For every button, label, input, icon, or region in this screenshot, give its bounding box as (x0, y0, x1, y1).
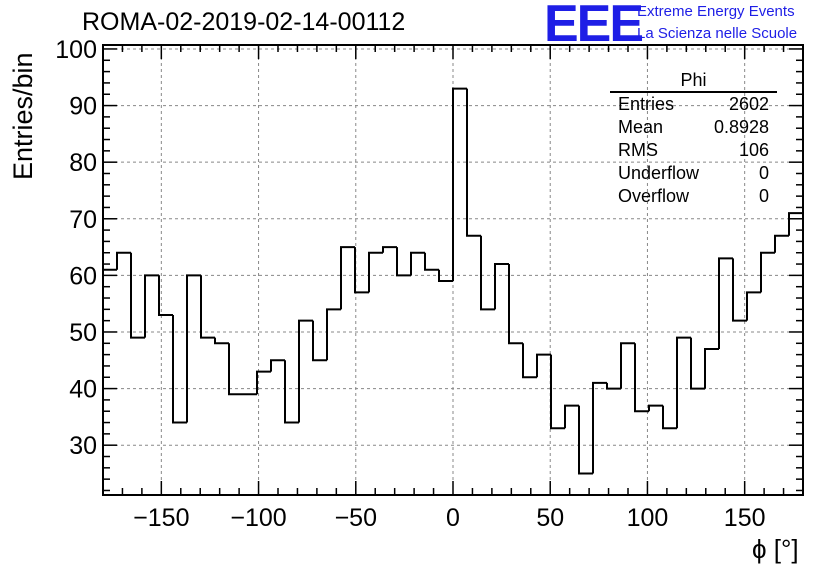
y-tick-label: 60 (69, 262, 97, 290)
stats-title: Phi (610, 70, 777, 93)
histogram-bin (144, 274, 159, 338)
histogram-bin (634, 343, 649, 413)
y-tick-label: 80 (69, 149, 97, 177)
x-tick-label: 150 (724, 504, 766, 532)
y-tick-label: 100 (55, 36, 97, 64)
histogram-bin (676, 336, 691, 429)
x-tick-label: −150 (133, 504, 189, 532)
x-tick-label: 100 (627, 504, 669, 532)
x-tick-label: 0 (446, 504, 460, 532)
histogram-bin (690, 337, 705, 390)
x-tick-label: −100 (230, 504, 286, 532)
stats-value: 0 (758, 186, 769, 206)
y-axis-label: Entries/bin (8, 52, 38, 180)
stats-row: Overflow 0 (610, 185, 777, 208)
histogram-bin (172, 315, 187, 424)
stats-box: Phi Entries 2602 Mean 0.8928 RMS 106 Und… (610, 70, 777, 208)
histogram-bin (340, 246, 355, 310)
y-tick-label: 50 (69, 319, 97, 347)
stats-row: Entries 2602 (610, 93, 777, 116)
histogram-bin (522, 343, 537, 379)
stats-label: Underflow (618, 163, 700, 183)
y-tick-label: 30 (69, 432, 97, 460)
histogram-bin (298, 319, 313, 423)
histogram-bin (130, 252, 145, 339)
histogram-bin (536, 353, 551, 378)
histogram-bin (396, 247, 411, 277)
histogram-bin (368, 251, 383, 293)
histogram-bin (718, 257, 733, 349)
histogram-bin (620, 342, 635, 389)
histogram-bin (606, 382, 621, 390)
histogram-bin (578, 405, 593, 475)
y-tick-label: 90 (69, 93, 97, 121)
histogram-bin (326, 308, 341, 361)
histogram-bin (214, 337, 229, 345)
histogram-bin (354, 247, 369, 294)
stats-value: 106 (738, 140, 769, 160)
stats-row: Underflow 0 (610, 162, 777, 185)
histogram-bin (102, 268, 117, 495)
histogram-bin (158, 275, 173, 316)
histogram-bin (550, 354, 565, 430)
stats-value: 0.8928 (713, 117, 769, 137)
histogram-bin (592, 381, 607, 474)
histogram-bin (116, 251, 131, 270)
histogram-bin (774, 234, 789, 253)
histogram-bin (466, 88, 481, 237)
histogram-bin (200, 275, 215, 339)
histogram-bin (270, 359, 285, 372)
stats-label: Mean (618, 117, 664, 137)
y-tick-label: 70 (69, 206, 97, 234)
axes: −150 −100 −50 0 50 100 150 30 40 50 60 70 80 90 100 (55, 36, 804, 532)
stats-label: Overflow (618, 186, 690, 206)
histogram-bin (256, 370, 271, 395)
stats-value: 2602 (728, 94, 769, 114)
stats-row: RMS 106 (610, 139, 777, 162)
x-tick-label: 50 (536, 504, 564, 532)
histogram-bin (312, 320, 327, 362)
logo-caption-line1: Extreme Energy Events (637, 3, 795, 20)
chart-title: ROMA-02-2019-02-14-00112 (82, 8, 406, 36)
histogram-bin (228, 343, 243, 396)
histogram-bin (732, 258, 747, 322)
stats-row: Mean 0.8928 (610, 116, 777, 139)
histogram-bin (760, 251, 775, 293)
histogram-bin (284, 360, 299, 424)
histogram-bin (410, 251, 425, 276)
histogram-bin (438, 269, 453, 283)
histogram-bin (382, 246, 397, 253)
histogram-bin (704, 347, 719, 389)
stats-label: Entries (618, 94, 675, 114)
histogram-bin (452, 87, 467, 282)
histogram-bin (648, 404, 663, 412)
logo-caption-line2: La Scienza nelle Scuole (637, 25, 798, 42)
histogram-bin (186, 274, 201, 423)
x-axis-label: ϕ [°] (752, 534, 799, 564)
histogram-bin (662, 405, 677, 430)
x-tick-label: −50 (335, 504, 377, 532)
stats-label: RMS (618, 140, 658, 160)
stats-value: 0 (758, 163, 769, 183)
histogram-bin (746, 291, 761, 321)
histogram-bin (424, 252, 439, 271)
histogram-bin (494, 263, 509, 310)
histogram-bin (564, 404, 579, 429)
histogram-bin (480, 235, 495, 311)
y-tick-label: 40 (69, 376, 97, 404)
histogram-bin (508, 264, 523, 345)
